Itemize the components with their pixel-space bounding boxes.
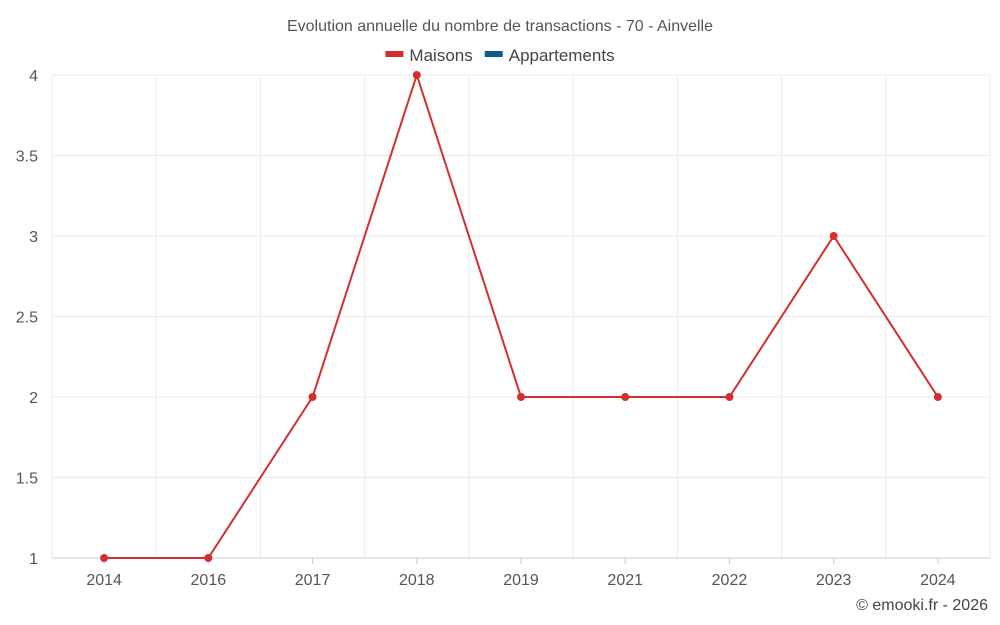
data-point[interactable] (100, 554, 109, 562)
x-axis: 2014 2016 2017 2018 2019 2021 2022 2023 2024 (52, 557, 990, 589)
x-tick-label: 2024 (920, 572, 956, 589)
legend[interactable]: Maisons Appartements (385, 46, 615, 65)
data-point[interactable] (621, 393, 630, 401)
y-tick-label: 2 (29, 390, 38, 407)
data-point[interactable] (204, 554, 213, 562)
x-tick-label: 2018 (399, 572, 435, 589)
grid (51, 74, 991, 559)
x-tick-label: 2021 (607, 572, 643, 589)
legend-swatch[interactable] (484, 51, 503, 57)
data-point[interactable] (725, 393, 734, 401)
x-tick-label: 2017 (295, 572, 331, 589)
x-tick-label: 2016 (191, 572, 227, 589)
y-tick-label: 1 (29, 551, 38, 568)
data-point[interactable] (308, 393, 317, 401)
series-layer (100, 71, 942, 562)
x-tick-label: 2019 (503, 572, 539, 589)
x-tick-label: 2014 (86, 572, 122, 589)
y-axis: 1 1.5 2 2.5 3 3.5 4 (16, 68, 38, 568)
legend-swatch[interactable] (385, 51, 404, 57)
y-tick-label: 3 (29, 229, 38, 246)
x-tick-label: 2023 (816, 572, 852, 589)
data-point[interactable] (412, 71, 421, 79)
y-tick-label: 2.5 (16, 310, 38, 327)
legend-label: Appartements (509, 46, 615, 65)
credit-text: © emooki.fr - 2026 (856, 597, 988, 614)
y-tick-label: 1.5 (16, 471, 38, 488)
chart-title: Evolution annuelle du nombre de transact… (287, 18, 713, 35)
legend-label: Maisons (409, 46, 472, 65)
data-point[interactable] (829, 232, 838, 240)
data-point[interactable] (517, 393, 525, 401)
y-tick-label: 3.5 (16, 149, 38, 166)
x-tick-label: 2022 (712, 572, 748, 589)
data-point[interactable] (933, 393, 942, 401)
y-tick-label: 4 (29, 68, 38, 85)
